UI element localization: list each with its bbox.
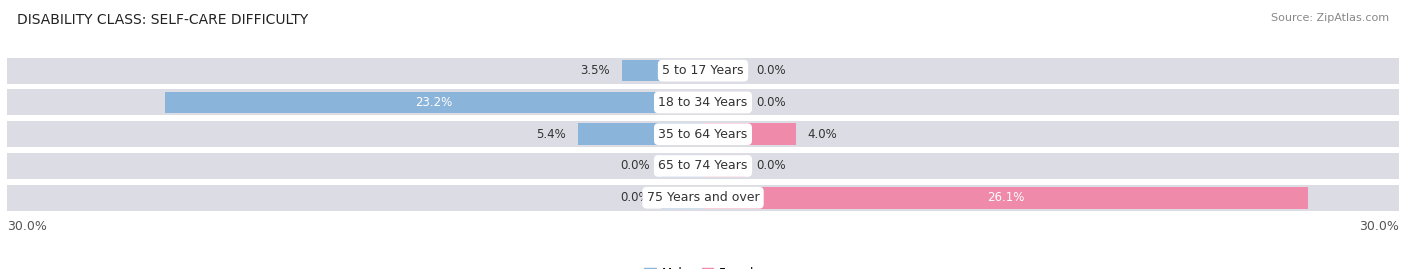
Text: 65 to 74 Years: 65 to 74 Years xyxy=(658,160,748,172)
Text: 30.0%: 30.0% xyxy=(1360,220,1399,233)
Bar xyxy=(7,89,1399,115)
Bar xyxy=(703,187,1309,208)
Text: 0.0%: 0.0% xyxy=(756,64,786,77)
Text: 0.0%: 0.0% xyxy=(620,160,650,172)
Text: Source: ZipAtlas.com: Source: ZipAtlas.com xyxy=(1271,13,1389,23)
Bar xyxy=(703,155,745,177)
Text: 5.4%: 5.4% xyxy=(536,128,567,141)
Bar xyxy=(621,60,703,82)
Text: 0.0%: 0.0% xyxy=(756,96,786,109)
Text: 0.0%: 0.0% xyxy=(756,160,786,172)
Text: 3.5%: 3.5% xyxy=(581,64,610,77)
Bar xyxy=(703,123,796,145)
Bar xyxy=(7,153,1399,179)
Legend: Male, Female: Male, Female xyxy=(644,267,762,269)
Bar xyxy=(7,58,1399,84)
Bar xyxy=(703,92,745,113)
Bar xyxy=(7,185,1399,211)
Text: 35 to 64 Years: 35 to 64 Years xyxy=(658,128,748,141)
Bar xyxy=(578,123,703,145)
Bar xyxy=(661,187,703,208)
Text: 26.1%: 26.1% xyxy=(987,191,1025,204)
Bar xyxy=(661,155,703,177)
Text: 23.2%: 23.2% xyxy=(415,96,453,109)
Bar xyxy=(165,92,703,113)
Text: 4.0%: 4.0% xyxy=(807,128,837,141)
Text: 30.0%: 30.0% xyxy=(7,220,46,233)
Text: DISABILITY CLASS: SELF-CARE DIFFICULTY: DISABILITY CLASS: SELF-CARE DIFFICULTY xyxy=(17,13,308,27)
Bar xyxy=(703,60,745,82)
Text: 18 to 34 Years: 18 to 34 Years xyxy=(658,96,748,109)
Text: 0.0%: 0.0% xyxy=(620,191,650,204)
Text: 5 to 17 Years: 5 to 17 Years xyxy=(662,64,744,77)
Bar xyxy=(7,121,1399,147)
Text: 75 Years and over: 75 Years and over xyxy=(647,191,759,204)
